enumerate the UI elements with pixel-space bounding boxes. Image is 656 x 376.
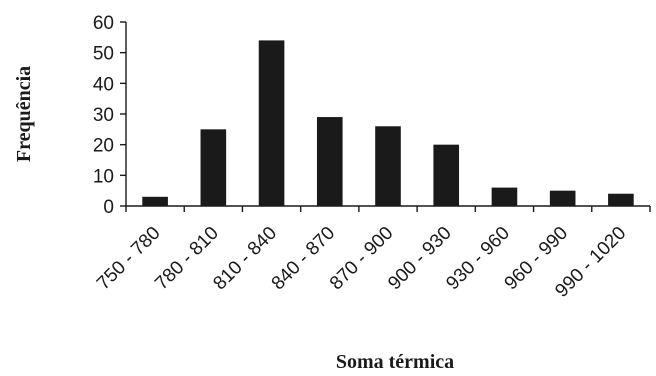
x-tick-label: 930 - 960 xyxy=(442,223,514,295)
x-tick-label: 750 - 780 xyxy=(93,223,165,295)
bar xyxy=(142,196,168,206)
x-tick-label: 900 - 930 xyxy=(384,223,456,295)
bar xyxy=(375,126,401,206)
bar xyxy=(316,117,343,206)
y-tick-label: 0 xyxy=(103,197,114,218)
x-tick-label: 870 - 900 xyxy=(326,223,398,295)
x-tick-label: 840 - 870 xyxy=(268,223,340,295)
bar xyxy=(491,187,518,206)
y-axis: 0 10 20 30 40 50 60 xyxy=(93,13,127,218)
x-axis-title: Soma térmica xyxy=(336,351,454,373)
y-axis-title: Frequência xyxy=(13,66,35,162)
y-tick-label: 50 xyxy=(93,44,114,65)
x-tick-label: 780 - 810 xyxy=(151,223,223,295)
bar xyxy=(258,40,285,207)
bar xyxy=(433,144,460,206)
bar xyxy=(200,129,227,206)
bar xyxy=(549,190,576,206)
y-tick-label: 40 xyxy=(93,74,114,95)
y-tick-label: 30 xyxy=(93,105,114,126)
y-tick-label: 10 xyxy=(93,166,114,187)
x-tick-label: 810 - 840 xyxy=(209,223,281,295)
y-tick-label: 60 xyxy=(93,13,114,34)
y-tick-label: 20 xyxy=(93,136,114,157)
bar xyxy=(608,193,634,206)
bars xyxy=(142,40,634,207)
